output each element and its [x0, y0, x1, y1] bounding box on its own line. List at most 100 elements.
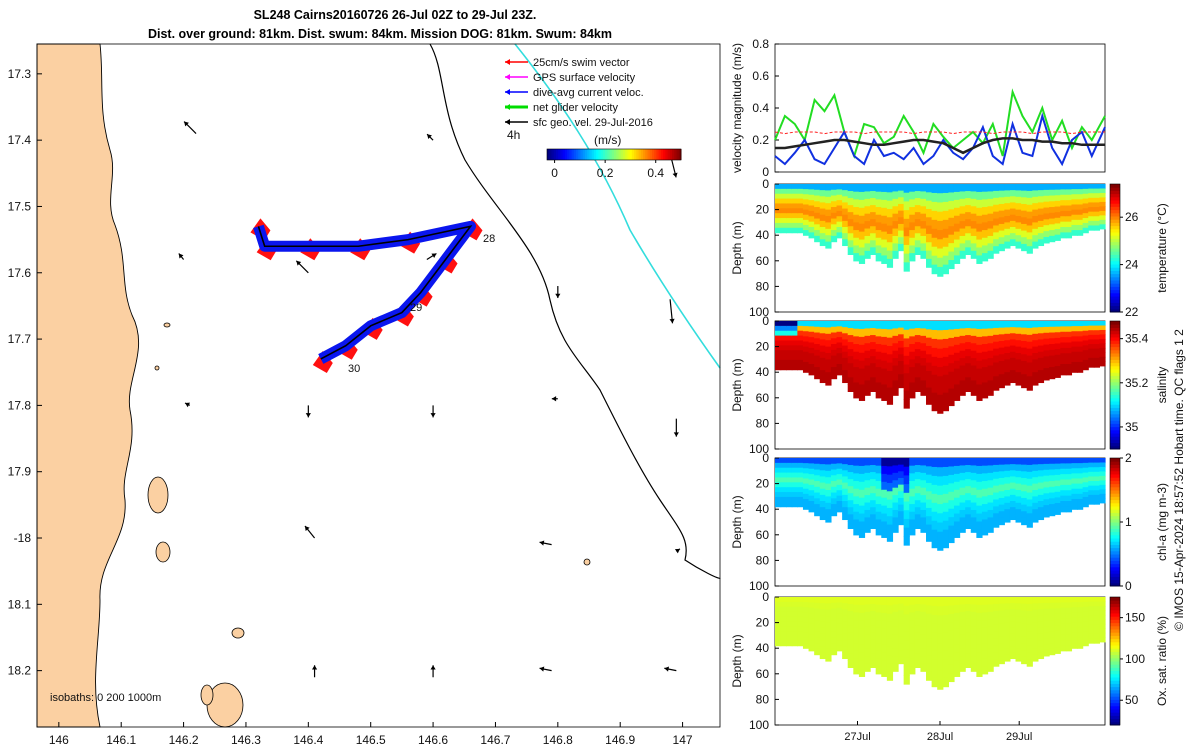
depth-cell-chl-a-36-8: [976, 521, 983, 531]
depth-cell-ox-sat-18-5: [875, 635, 882, 644]
depth-cell-temperature-42-6: [1009, 220, 1017, 228]
depth-cell-salinity-49-3: [1049, 338, 1056, 345]
depth-cell-chl-a-2-1: [786, 462, 793, 469]
depth-cell-temperature-7-7: [814, 224, 821, 231]
depth-cell-chl-a-34-7: [965, 507, 972, 515]
cbar-swatch-temperature-9: [1110, 280, 1120, 284]
depth-cell-chl-a-30-8: [942, 529, 949, 540]
depth-cell-chl-a-13-1: [847, 465, 854, 473]
depth-cell-chl-a-32-4: [953, 489, 961, 499]
depth-cell-ox-sat-15-6: [858, 644, 866, 654]
geo-vector-head-17: [430, 665, 436, 670]
depth-cell-temperature-12-6: [842, 220, 849, 228]
depth-cell-temperature-25-5: [914, 219, 922, 227]
depth-cell-chl-a-37-4: [981, 488, 989, 497]
depth-cell-chl-a-28-0: [931, 458, 938, 468]
depth-cell-salinity-22-5: [898, 354, 905, 362]
depth-cell-temperature-27-3: [926, 208, 933, 218]
depth-cell-ox-sat-23-9: [903, 675, 910, 685]
depth-cell-temperature-34-8: [965, 240, 972, 248]
depth-cell-chl-a-7-4: [814, 481, 821, 488]
depth-cell-chl-a-54-9: [1077, 504, 1084, 510]
depth-cell-temperature-48-3: [1043, 201, 1050, 209]
depth-cell-ox-sat-14-0: [853, 597, 860, 606]
depth-cell-chl-a-12-0: [842, 458, 849, 465]
depth-cell-temperature-53-0: [1071, 184, 1078, 190]
depth-cell-temperature-16-8: [864, 243, 871, 252]
depth-cell-chl-a-27-0: [926, 458, 933, 467]
depth-cell-salinity-12-9: [842, 376, 849, 384]
depth-cell-temperature-6-8: [808, 227, 815, 233]
depth-cell-ox-sat-30-2: [942, 614, 949, 625]
depth-cell-salinity-48-7: [1043, 362, 1050, 369]
depth-cell-ox-sat-23-0: [903, 597, 910, 607]
depth-cell-temperature-22-5: [898, 217, 905, 225]
depth-cell-ox-sat-3-0: [791, 597, 798, 603]
depth-cell-chl-a-50-5: [1054, 486, 1061, 493]
depth-cell-salinity-8-5: [819, 351, 826, 359]
depth-cell-temperature-46-4: [1032, 209, 1039, 217]
depth-cell-ox-sat-2-1: [786, 601, 793, 608]
depth-cell-temperature-32-5: [953, 223, 961, 233]
depth-cell-salinity-29-7: [937, 385, 944, 396]
depth-cell-ox-sat-42-4: [1009, 621, 1017, 629]
depth-cell-temperature-19-3: [881, 207, 888, 217]
depth-cell-salinity-9-3: [825, 340, 832, 348]
depth-cell-temperature-43-6: [1015, 222, 1022, 230]
depth-cell-temperature-46-3: [1032, 203, 1039, 211]
depth-cell-salinity-30-7: [942, 383, 949, 394]
cbar-swatch-chl-a-6: [1110, 563, 1120, 568]
depth-ytick-label-ox-sat-1: 20: [756, 616, 770, 630]
depth-cell-ox-sat-26-1: [920, 604, 927, 613]
depth-cell-temperature-46-8: [1032, 235, 1039, 243]
depth-cell-ox-sat-55-0: [1082, 597, 1089, 603]
depth-ytick-label-chl-a-1: 20: [756, 477, 770, 491]
cbar-swatch-ox-sat-30: [1110, 625, 1120, 630]
depth-cell-chl-a-50-0: [1054, 458, 1061, 465]
depth-cell-chl-a-14-2: [853, 473, 860, 482]
depth-cell-ox-sat-36-1: [976, 604, 983, 614]
depth-cell-ox-sat-33-8: [959, 656, 966, 665]
depth-cell-ox-sat-45-0: [1026, 597, 1033, 605]
depth-cell-temperature-21-5: [892, 221, 899, 230]
depth-cell-salinity-54-9: [1077, 367, 1084, 373]
depth-cell-ox-sat-53-7: [1071, 632, 1078, 639]
depth-cell-chl-a-14-8: [853, 519, 860, 528]
depth-cell-temperature-22-3: [898, 203, 905, 212]
depth-cell-chl-a-34-0: [965, 458, 972, 466]
depth-cell-temperature-34-2: [965, 198, 972, 206]
depth-cell-salinity-14-0: [853, 321, 860, 330]
depth-cell-ox-sat-34-5: [965, 632, 972, 640]
depth-cell-temperature-31-0: [948, 184, 955, 194]
depth-cell-temperature-44-6: [1021, 223, 1028, 232]
depth-cell-chl-a-57-3: [1093, 471, 1101, 478]
depth-cell-salinity-21-8: [892, 380, 899, 389]
depth-cell-ox-sat-52-4: [1065, 618, 1073, 625]
depth-cell-temperature-18-3: [875, 207, 882, 216]
depth-cell-ox-sat-25-3: [914, 618, 922, 626]
depth-cell-chl-a-11-8: [836, 501, 843, 507]
depth-cell-ox-sat-1-5: [780, 621, 787, 627]
depth-cell-chl-a-51-3: [1060, 474, 1067, 481]
depth-cell-chl-a-34-5: [965, 493, 972, 501]
depth-cell-ox-sat-34-6: [965, 639, 972, 647]
depth-cell-chl-a-37-2: [981, 473, 989, 482]
colorbar-swatch-21: [593, 149, 597, 160]
depth-cell-temperature-22-9: [898, 243, 905, 252]
depth-cell-salinity-20-2: [886, 337, 894, 347]
depth-cell-chl-a-54-1: [1077, 463, 1084, 469]
depth-cell-ox-sat-17-7: [870, 646, 877, 654]
depth-cell-chl-a-22-6: [898, 497, 905, 506]
isobath-label: isobaths: 0 200 1000m: [50, 692, 161, 704]
depth-cell-temperature-37-7: [981, 237, 989, 247]
depth-cell-ox-sat-38-4: [987, 626, 994, 635]
depth-cell-ox-sat-57-8: [1093, 633, 1101, 640]
depth-cell-ox-sat-13-9: [847, 660, 854, 668]
cbar-swatch-salinity-33: [1110, 340, 1120, 344]
depth-cell-salinity-17-9: [870, 384, 877, 392]
depth-cell-temperature-15-4: [858, 215, 866, 225]
depth-cell-chl-a-40-8: [998, 511, 1005, 519]
depth-cell-temperature-41-6: [1004, 222, 1011, 230]
depth-cell-salinity-55-7: [1082, 355, 1089, 361]
depth-cell-ox-sat-14-8: [853, 658, 860, 667]
